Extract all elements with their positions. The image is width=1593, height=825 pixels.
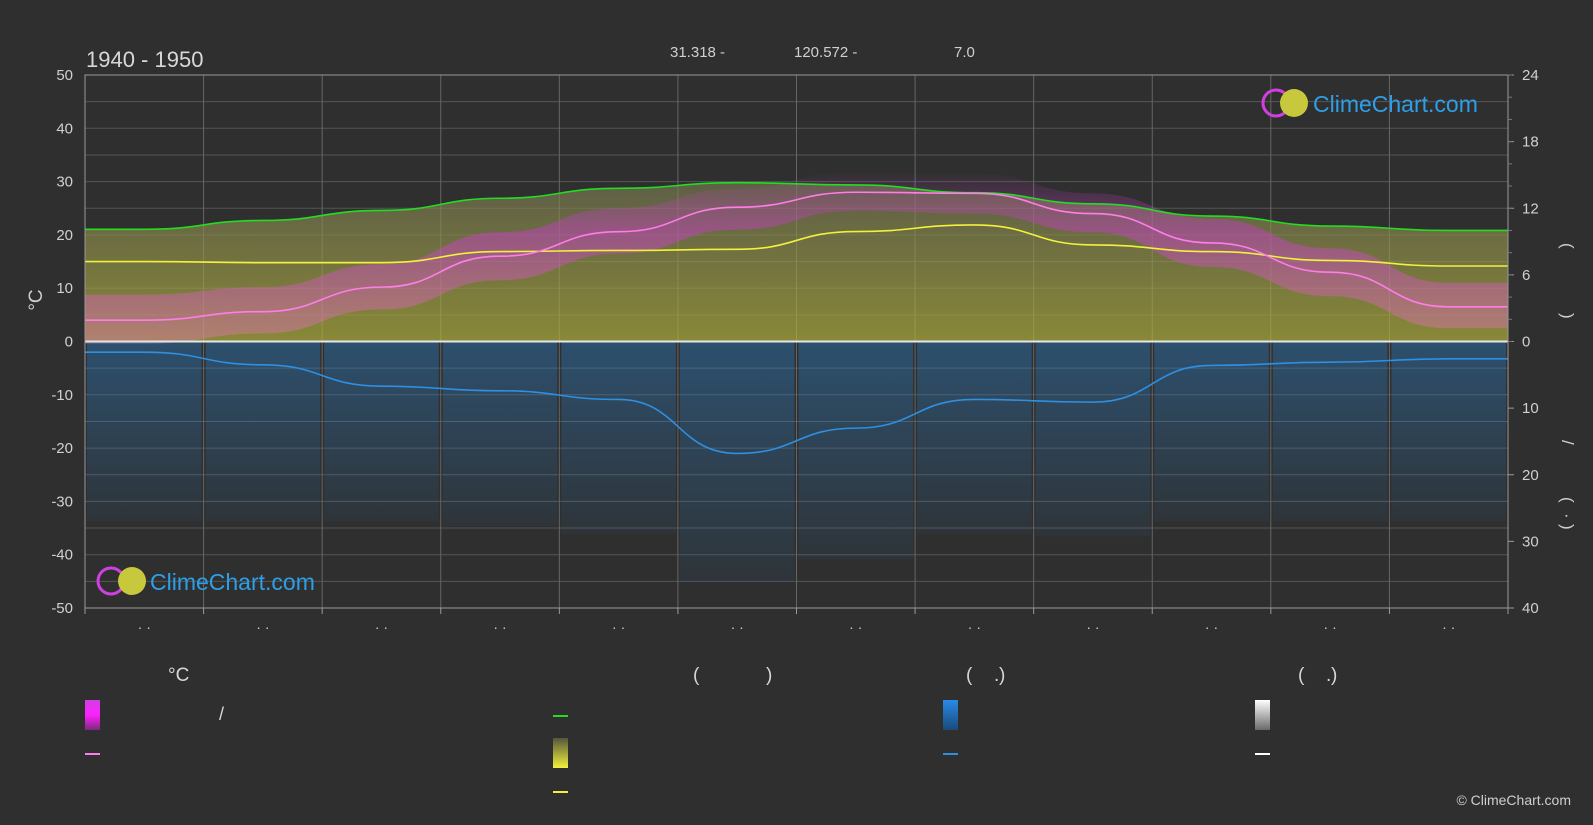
x-tick-label: · · bbox=[493, 619, 506, 635]
copyright: © ClimeChart.com bbox=[1456, 792, 1571, 808]
x-tick-label: · · bbox=[849, 619, 862, 635]
right-tick-label-hours: 24 bbox=[1522, 67, 1539, 84]
logo-sun-icon bbox=[1280, 89, 1308, 117]
mean-temperature-swatch bbox=[85, 753, 100, 755]
data-bands bbox=[85, 170, 1508, 583]
right-tick-label-hours: 12 bbox=[1522, 200, 1539, 217]
legend-heading: °C bbox=[168, 665, 190, 686]
axes: 50 40 30 20 10 0 -10 -20 -30 -40 -50 24 18 12 6 0 10 20 30… bbox=[51, 67, 1538, 635]
logo-sun-icon bbox=[118, 567, 146, 595]
legend-separator: / bbox=[219, 704, 225, 724]
x-tick-label: · · bbox=[375, 619, 388, 635]
left-tick-label: 40 bbox=[56, 120, 73, 137]
x-tick-label: · · bbox=[256, 619, 269, 635]
right-axis-glyph: ( bbox=[1558, 243, 1577, 249]
climate-chart: 50 40 30 20 10 0 -10 -20 -30 -40 -50 24 18 12 6 0 10 20 30… bbox=[26, 44, 1577, 635]
x-tick-label: · · bbox=[1442, 619, 1455, 635]
precipitation-bar bbox=[442, 341, 558, 526]
right-tick-label-precip: 10 bbox=[1522, 400, 1539, 417]
precipitation-bar bbox=[1272, 341, 1388, 522]
x-tick-label: · · bbox=[1324, 619, 1337, 635]
left-tick-label: -30 bbox=[51, 493, 73, 510]
logo-text: ClimeChart.com bbox=[150, 569, 315, 595]
legend-heading-dot: . bbox=[994, 665, 1000, 686]
chart-title: 1940 - 1950 bbox=[86, 47, 203, 72]
snow-swatch bbox=[1255, 700, 1270, 730]
precipitation-bar bbox=[324, 341, 439, 522]
logo-bottom: ClimeChart.com bbox=[96, 566, 315, 596]
precipitation-bar bbox=[1391, 341, 1506, 522]
left-tick-label: -10 bbox=[51, 387, 73, 404]
daylight-swatch bbox=[553, 715, 568, 717]
right-tick-label-hours: 0 bbox=[1522, 334, 1530, 351]
legend-heading-open: ( bbox=[1298, 665, 1305, 686]
right-axis-glyph: ) bbox=[1558, 313, 1577, 319]
latitude-label: 31.318 - bbox=[670, 44, 725, 61]
precipitation-bar bbox=[679, 341, 795, 583]
legend-heading-open: ( bbox=[693, 665, 700, 686]
elevation-label: 7.0 bbox=[954, 44, 975, 61]
precipitation-bar bbox=[1035, 341, 1151, 537]
precipitation-bar bbox=[798, 341, 914, 560]
legend-heading-open: ( bbox=[966, 665, 973, 686]
right-axis-glyph: ) bbox=[1558, 524, 1577, 530]
precipitation-bar bbox=[1154, 341, 1269, 522]
precipitation-bar bbox=[561, 341, 676, 534]
precipitation-bar bbox=[87, 341, 202, 522]
data-lines bbox=[85, 181, 1508, 455]
right-axis-glyph: / bbox=[1558, 440, 1577, 445]
longitude-label: 120.572 - bbox=[794, 44, 857, 61]
x-tick-label: · · bbox=[968, 619, 981, 635]
precipitation-bar bbox=[205, 341, 321, 522]
left-tick-label: -50 bbox=[51, 600, 73, 617]
rain-mean-swatch bbox=[943, 753, 958, 755]
right-tick-label-hours: 18 bbox=[1522, 134, 1539, 151]
snow-mean-swatch bbox=[1255, 753, 1270, 755]
logo-top: ClimeChart.com bbox=[1261, 88, 1478, 118]
legend-heading-close: ) bbox=[766, 665, 773, 686]
left-tick-label: 0 bbox=[65, 334, 73, 351]
left-tick-label: 20 bbox=[56, 227, 73, 244]
precipitation-line bbox=[85, 351, 1508, 455]
left-tick-label: 30 bbox=[56, 174, 73, 191]
right-tick-label-precip: 30 bbox=[1522, 533, 1539, 550]
x-tick-label: · · bbox=[731, 619, 744, 635]
right-tick-label-hours: 6 bbox=[1522, 267, 1530, 284]
precipitation-bar bbox=[917, 341, 1032, 534]
x-tick-label: · · bbox=[138, 619, 151, 635]
sunshine-line bbox=[85, 224, 1508, 267]
logo-text: ClimeChart.com bbox=[1313, 91, 1478, 117]
right-axis-glyph: · bbox=[1558, 513, 1577, 519]
left-tick-label: -20 bbox=[51, 440, 73, 457]
left-axis-unit: °C bbox=[26, 289, 47, 310]
right-axis-glyph: ( bbox=[1558, 497, 1577, 503]
x-tick-label: · · bbox=[612, 619, 625, 635]
right-axis-title-bottom: / ( · ) bbox=[1558, 440, 1577, 530]
left-tick-label: -40 bbox=[51, 547, 73, 564]
temperature-range-swatch bbox=[85, 700, 100, 730]
left-tick-label: 10 bbox=[56, 280, 73, 297]
right-tick-label-precip: 40 bbox=[1522, 600, 1539, 617]
legend-heading-close: ) bbox=[1331, 665, 1338, 686]
rain-swatch bbox=[943, 700, 958, 730]
legend-heading-close: ) bbox=[999, 665, 1006, 686]
left-tick-label: 50 bbox=[56, 67, 73, 84]
sunshine-range-swatch bbox=[553, 738, 568, 768]
temperature-range-band bbox=[85, 170, 1508, 344]
x-tick-label: · · bbox=[1086, 619, 1099, 635]
legend-heading-dot: . bbox=[1326, 665, 1332, 686]
mean-temperature-line bbox=[85, 191, 1508, 321]
right-axis-title-top: ( ) bbox=[1558, 243, 1577, 319]
right-tick-label-precip: 20 bbox=[1522, 467, 1539, 484]
daylight-line bbox=[85, 181, 1508, 232]
x-tick-label: · · bbox=[1205, 619, 1218, 635]
sunshine-swatch bbox=[553, 791, 568, 793]
